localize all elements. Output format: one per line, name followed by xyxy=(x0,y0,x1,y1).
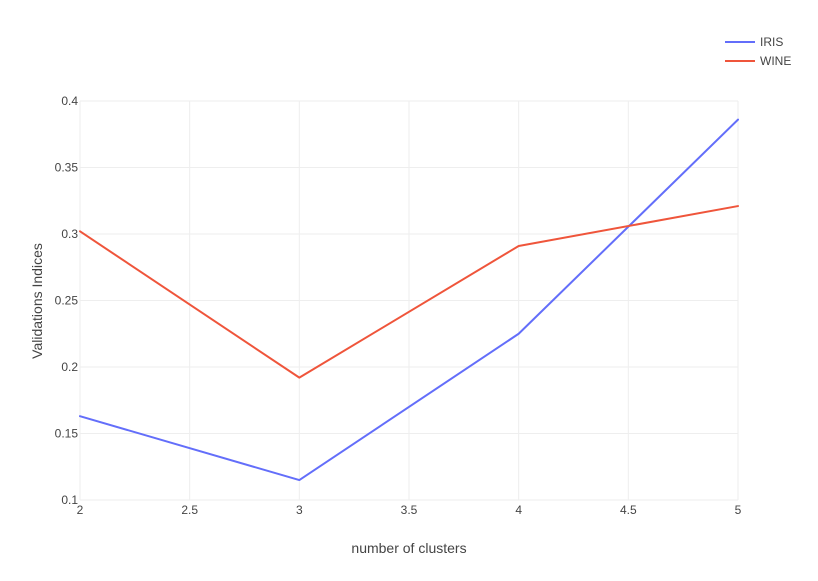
y-tick-label: 0.4 xyxy=(61,94,78,108)
y-tick-label: 0.1 xyxy=(61,493,78,507)
legend-item-wine[interactable]: WINE xyxy=(725,54,791,68)
x-tick-label: 5 xyxy=(735,503,742,517)
x-tick-label: 4.5 xyxy=(620,503,637,517)
legend[interactable]: IRIS WINE xyxy=(725,35,791,68)
grid-lines xyxy=(79,100,739,501)
series-group xyxy=(79,118,739,482)
x-axis-title: number of clusters xyxy=(351,540,466,556)
legend-label: WINE xyxy=(760,54,791,68)
y-tick-label: 0.35 xyxy=(55,161,79,175)
y-axis-ticks: 0.1 0.15 0.2 0.25 0.3 0.35 0.4 xyxy=(55,94,79,507)
x-tick-label: 4 xyxy=(515,503,522,517)
x-axis-ticks: 2 2.5 3 3.5 4 4.5 5 xyxy=(77,503,742,517)
legend-item-iris[interactable]: IRIS xyxy=(725,35,783,49)
x-tick-label: 2 xyxy=(77,503,84,517)
y-tick-label: 0.3 xyxy=(61,227,78,241)
y-tick-label: 0.15 xyxy=(55,427,79,441)
y-tick-label: 0.2 xyxy=(61,360,78,374)
series-line-wine xyxy=(79,205,739,379)
x-tick-label: 2.5 xyxy=(181,503,198,517)
legend-label: IRIS xyxy=(760,35,783,49)
x-tick-label: 3.5 xyxy=(401,503,418,517)
y-axis-title: Validations Indices xyxy=(29,243,45,359)
y-tick-label: 0.25 xyxy=(55,294,79,308)
x-tick-label: 3 xyxy=(296,503,303,517)
